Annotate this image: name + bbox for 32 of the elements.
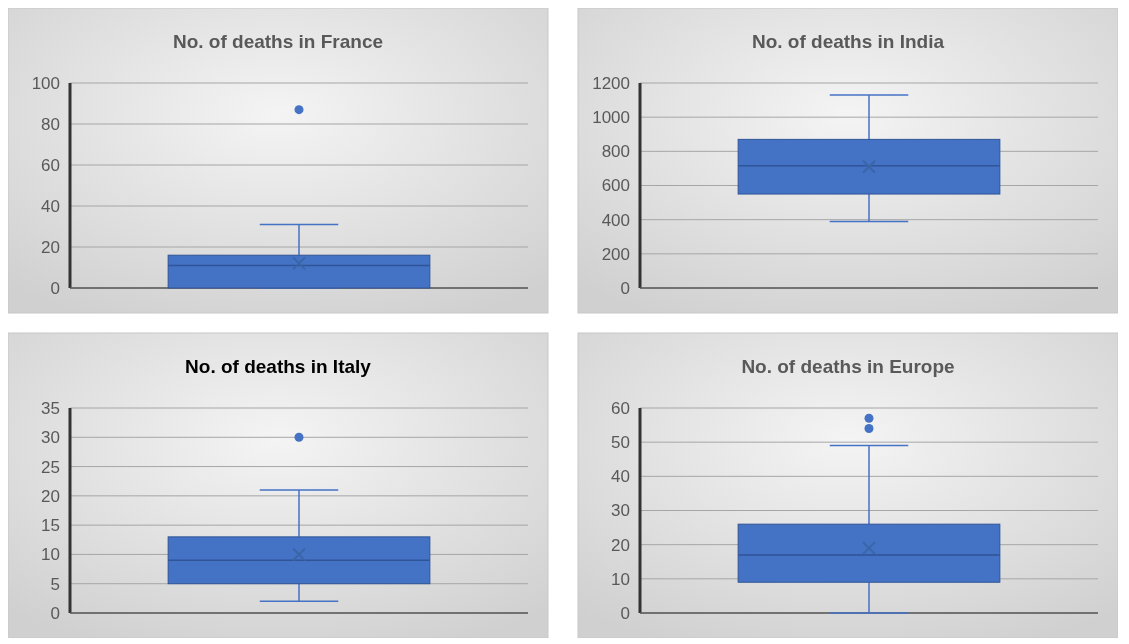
y-tick-label: 40 [611,467,630,487]
y-tick-label: 15 [41,516,60,536]
y-tick-label: 60 [611,398,630,418]
y-tick-label: 200 [601,244,630,264]
y-tick-label: 0 [50,278,60,298]
y-tick-label: 400 [601,210,630,230]
y-tick-label: 0 [50,603,60,623]
chart-title: No. of deaths in Europe [741,356,955,377]
y-tick-label: 1000 [592,108,630,128]
y-tick-label: 20 [41,237,60,257]
y-tick-label: 20 [41,486,60,506]
y-tick-label: 1200 [592,73,630,93]
y-tick-label: 40 [41,196,60,216]
chart-title: No. of deaths in Italy [185,356,372,377]
chart-title: No. of deaths in India [751,31,945,52]
y-tick-label: 100 [31,73,60,93]
y-tick-label: 800 [601,142,630,162]
y-tick-label: 0 [620,603,630,623]
y-tick-label: 30 [611,501,630,521]
y-tick-label: 0 [620,278,630,298]
chart-title: No. of deaths in France [172,31,384,52]
y-tick-label: 25 [41,457,60,477]
y-tick-label: 10 [41,545,60,565]
y-tick-label: 50 [611,433,630,453]
y-tick-label: 80 [41,114,60,134]
y-tick-label: 35 [41,398,60,418]
y-tick-label: 5 [50,574,60,594]
y-tick-label: 60 [41,155,60,175]
y-tick-label: 10 [611,569,630,589]
y-tick-label: 20 [611,535,630,555]
y-tick-label: 600 [601,176,630,196]
y-tick-label: 30 [41,428,60,448]
